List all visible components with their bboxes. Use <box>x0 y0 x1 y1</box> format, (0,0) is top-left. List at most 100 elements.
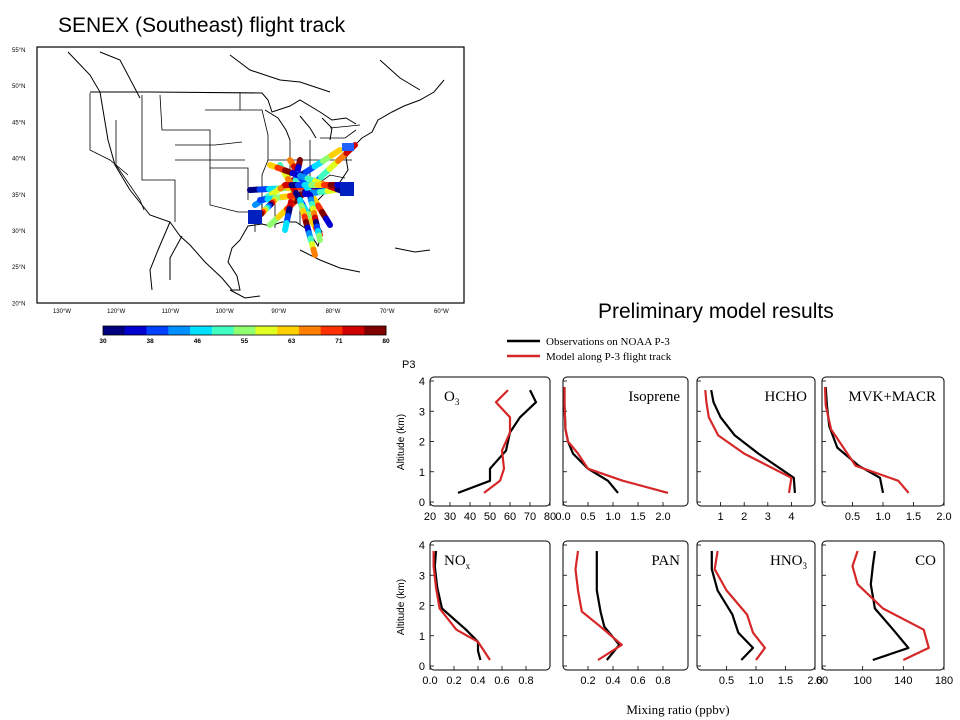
colorbar: 30 38 46 55 63 71 80 <box>99 325 390 345</box>
colorbar-segment <box>168 326 191 335</box>
ytick-label: 0 <box>419 661 425 673</box>
xtick-label: 0.4 <box>470 675 485 687</box>
lon-label: 80°W <box>326 309 341 315</box>
ytick-label: 1 <box>419 467 425 479</box>
series-line-model <box>713 550 767 661</box>
xtick-label: 70 <box>524 511 536 523</box>
xtick-label: 40 <box>464 511 476 523</box>
xtick-label: 1.0 <box>875 511 890 523</box>
flight-track-lines <box>247 142 358 258</box>
lat-label: 55°N <box>12 48 25 54</box>
colorbar-segment <box>255 326 278 335</box>
lon-label: 130°W <box>53 309 71 315</box>
species-label-sub: x <box>466 561 471 571</box>
colorbar-tick: 80 <box>382 338 390 345</box>
colorbar-tick: 30 <box>99 338 107 345</box>
xtick-label: 0.6 <box>494 675 509 687</box>
series-line-observations <box>595 551 621 661</box>
lat-label: 35°N <box>12 193 25 199</box>
ytick-label: 0 <box>419 497 425 509</box>
colorbar-tick: 63 <box>288 338 296 345</box>
xtick-label: 1.5 <box>778 675 793 687</box>
xtick-label: 0.5 <box>719 675 734 687</box>
lat-label: 25°N <box>12 265 25 271</box>
ylabel-top: Altitude (km) <box>396 414 407 470</box>
map-coastlines <box>67 51 445 299</box>
track-segment <box>282 220 290 233</box>
series-line-model <box>704 390 793 494</box>
series-line-model <box>574 550 623 661</box>
colorbar-segment <box>103 326 126 335</box>
series-line-observations <box>710 551 755 661</box>
colorbar-segment <box>342 326 365 335</box>
xtick-label: 140 <box>894 675 912 687</box>
colorbar-segment <box>320 326 343 335</box>
legend-label: Model along P-3 flight track <box>546 351 672 363</box>
ytick-label: 3 <box>419 570 425 582</box>
xtick-label: 20 <box>424 511 436 523</box>
series-line-observations <box>824 387 885 494</box>
lon-label: 70°W <box>380 309 395 315</box>
species-label: O3 <box>444 389 460 407</box>
species-label-main: PAN <box>651 553 680 569</box>
series-line-observations <box>433 550 482 661</box>
xtick-label: 1 <box>718 511 724 523</box>
profile-panel-pan: 0.2 0.4 0.6 0.8 PAN <box>562 540 689 687</box>
lon-label: 110°W <box>162 309 180 315</box>
xtick-label: 0.5 <box>845 511 860 523</box>
track-segment <box>323 215 333 228</box>
colorbar-tick: 55 <box>241 338 249 345</box>
series-line-model <box>563 387 669 494</box>
lat-label: 50°N <box>12 84 25 90</box>
lat-label: 20°N <box>12 301 25 307</box>
xtick-label: 3 <box>765 511 771 523</box>
species-label: HNO3 <box>770 553 808 571</box>
xtick-label: 1.5 <box>630 511 645 523</box>
xtick-label: 0.8 <box>518 675 533 687</box>
colorbar-segment <box>233 326 256 335</box>
species-label: MVK+MACR <box>848 389 936 405</box>
species-label-sub: 3 <box>455 397 460 407</box>
ytick-label: 2 <box>419 437 425 449</box>
profile-panel-isoprene: 0.0 0.5 1.0 1.5 2.0 Isoprene <box>555 376 689 523</box>
series-line-model <box>432 551 491 661</box>
map-title: SENEX (Southeast) flight track <box>58 14 346 37</box>
ytick-label: 1 <box>419 631 425 643</box>
series-line-model <box>823 387 910 494</box>
xlabel: Mixing ratio (ppbv) <box>626 702 729 717</box>
colorbar-segment <box>146 326 169 335</box>
lat-label: 45°N <box>12 120 25 126</box>
xtick-label: 60 <box>816 675 828 687</box>
map-frame <box>36 46 465 304</box>
colorbar-segment <box>364 326 387 335</box>
xtick-label: 0.2 <box>580 675 595 687</box>
species-label-main: Isoprene <box>628 389 680 405</box>
xtick-label: 2.0 <box>936 511 951 523</box>
species-label: NOx <box>444 553 471 571</box>
ytick-label: 2 <box>419 601 425 613</box>
colorbar-frame <box>102 325 387 336</box>
xtick-label: 180 <box>935 675 953 687</box>
series-line-model <box>851 550 930 661</box>
track-end-marker <box>340 182 354 196</box>
colorbar-tick: 46 <box>194 338 202 345</box>
species-label-main: NO <box>444 553 466 569</box>
track-segment <box>328 147 343 159</box>
series-line-observations <box>710 389 796 493</box>
xtick-label: 1.0 <box>605 511 620 523</box>
track-end-marker <box>248 210 262 224</box>
xtick-label: 0.2 <box>446 675 461 687</box>
xtick-label: 0.6 <box>630 675 645 687</box>
xtick-label: 0.8 <box>655 675 670 687</box>
colorbar-tick: 71 <box>335 338 343 345</box>
xtick-label: 60 <box>504 511 516 523</box>
profiles-legend: Observations on NOAA P-3 Model along P-3 … <box>507 336 672 363</box>
track-segment <box>316 232 323 243</box>
colorbar-segment <box>190 326 213 335</box>
track-segment <box>310 246 318 258</box>
xtick-label: 1.0 <box>748 675 763 687</box>
species-label-sub: 3 <box>803 561 808 571</box>
ytick-label: 4 <box>419 540 425 552</box>
